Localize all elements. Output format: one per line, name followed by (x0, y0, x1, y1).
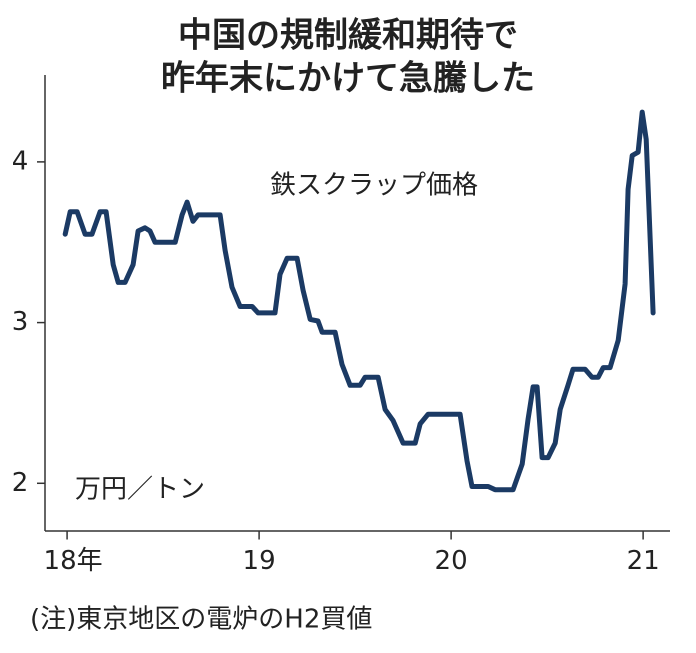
y-tick-label: 4 (12, 146, 29, 176)
chart-title: 昨年末にかけて急騰した (161, 59, 535, 99)
y-tick-label: 2 (12, 468, 29, 498)
y-axis-label: 万円／トン (75, 475, 205, 505)
x-tick-label: 18年 (44, 546, 103, 576)
x-tick-label: 20 (435, 546, 468, 576)
line-series (62, 109, 656, 493)
x-tick-label: 19 (243, 546, 276, 576)
x-tick-label: 21 (627, 546, 660, 576)
footnote: (注)東京地区の電炉のH2買値 (30, 605, 372, 635)
chart-title: 中国の規制緩和期待で (178, 16, 518, 56)
series-label: 鉄スクラップ価格 (270, 171, 478, 201)
y-tick-label: 3 (12, 307, 29, 337)
